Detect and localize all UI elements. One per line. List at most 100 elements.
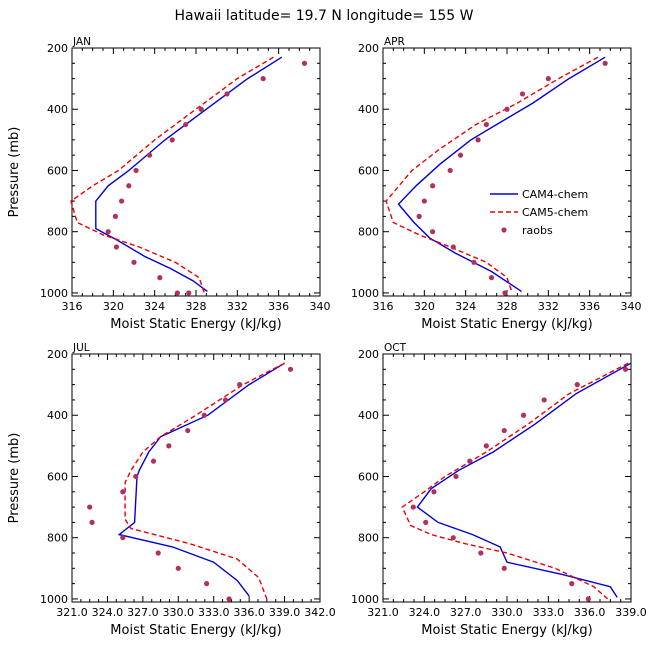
raobs-point: [155, 550, 161, 556]
raobs-point: [226, 596, 232, 602]
raobs-point: [453, 473, 459, 480]
y-tick-label: 400: [47, 103, 68, 116]
raobs-point: [520, 412, 527, 418]
x-axis-label: Moist Static Energy (kJ/kg): [421, 317, 592, 332]
x-tick-label: 321.0: [367, 606, 399, 619]
x-tick-label: 332: [538, 300, 559, 313]
cam4-chem-line: [117, 362, 285, 597]
raobs-point: [166, 443, 172, 449]
x-tick-label: 324.0: [409, 606, 441, 619]
panel-title: APR: [384, 36, 405, 48]
legend-label: raobs: [522, 224, 553, 237]
raobs-point: [504, 106, 510, 112]
raobs-point: [430, 229, 436, 235]
raobs-point: [183, 121, 189, 128]
raobs-point: [541, 397, 547, 403]
raobs-point: [133, 167, 139, 174]
y-tick-label: 600: [358, 470, 379, 483]
x-axis-label: Moist Static Energy (kJ/kg): [110, 317, 281, 332]
cam4-chem-line: [397, 56, 606, 292]
raobs-point: [87, 504, 93, 510]
raobs-point: [502, 290, 508, 296]
raobs-point: [237, 382, 243, 388]
x-tick-label: 327.0: [450, 606, 482, 619]
x-tick-label: 316: [62, 300, 83, 313]
plot-frame: [71, 353, 321, 603]
cam5-chem-line: [385, 56, 599, 294]
x-tick-label: 330.0: [163, 606, 195, 619]
raobs-point: [89, 519, 95, 525]
panels: JAN 316 320 324 328 332 336 340 200 400 600 800 1000…: [7, 36, 647, 638]
raobs-point: [169, 137, 175, 143]
raobs-point: [113, 244, 120, 250]
raobs-point: [287, 366, 294, 372]
figure-title: Hawaii latitude= 19.7 N longitude= 155 W: [175, 8, 474, 24]
raobs-point: [467, 458, 473, 464]
panel-title: JAN: [72, 36, 91, 48]
x-axis-label: Moist Static Energy (kJ/kg): [421, 623, 592, 638]
x-tick-label: 320: [103, 300, 124, 313]
raobs-point: [447, 167, 453, 174]
x-tick-label: 324.0: [92, 606, 124, 619]
raobs-point: [475, 137, 481, 143]
x-tick-label: 339.0: [269, 606, 301, 619]
raobs-point: [198, 106, 204, 112]
raobs-point: [421, 198, 427, 204]
raobs-point: [430, 183, 436, 189]
cam4-chem-line: [95, 56, 283, 292]
x-tick-label: 324: [455, 300, 476, 313]
panel-apr: APR 316 320 324 328 332 336 340 200 400 600 800 1000…: [351, 36, 642, 332]
raobs-point: [450, 244, 456, 250]
raobs-point: [146, 152, 153, 158]
legend-label: CAM5-chem: [522, 206, 588, 219]
cam4-chem-line: [416, 362, 632, 598]
x-tick-label: 340: [621, 300, 642, 313]
x-tick-label: 328: [497, 300, 518, 313]
raobs-point: [201, 412, 207, 418]
raobs-point: [569, 581, 575, 587]
x-tick-label: 316: [373, 300, 394, 313]
legend-label: CAM4-chem: [522, 188, 588, 201]
y-tick-label: 600: [47, 470, 68, 483]
y-tick-label: 400: [47, 409, 68, 422]
x-tick-label: 336: [268, 300, 289, 313]
raobs-point: [112, 213, 118, 219]
raobs-point: [410, 504, 416, 510]
y-tick-label: 600: [47, 164, 68, 177]
plot-frame: [382, 47, 632, 297]
legend-marker-raobs: [501, 227, 507, 233]
raobs-point: [574, 382, 580, 388]
raobs-point: [157, 275, 163, 281]
x-tick-label: 320: [414, 300, 435, 313]
y-tick-label: 200: [358, 348, 379, 361]
x-tick-label: 336.0: [233, 606, 265, 619]
panel-oct: OCT 321.0 324.0 327.0 330.0 333.0 336.0 339.0 20…: [351, 342, 647, 638]
raobs-point: [483, 443, 489, 449]
y-tick-label: 200: [47, 348, 68, 361]
raobs-point: [471, 259, 477, 265]
x-tick-label: 324: [144, 300, 165, 313]
raobs-point: [119, 198, 125, 204]
raobs-point: [602, 60, 608, 66]
y-tick-label: 800: [358, 532, 379, 545]
plot-frame: [382, 353, 632, 603]
legend: CAM4-chem CAM5-chem raobs: [490, 188, 588, 237]
raobs-point: [260, 76, 266, 82]
x-tick-label: 333.0: [533, 606, 565, 619]
plot-frame: [71, 47, 321, 297]
raobs-point: [478, 550, 484, 556]
raobs-point: [186, 290, 192, 296]
x-tick-label: 332: [227, 300, 248, 313]
y-tick-label: 200: [358, 42, 379, 55]
x-tick-label: 339.0: [615, 606, 647, 619]
x-tick-label: 330.0: [491, 606, 523, 619]
y-tick-label: 1000: [40, 593, 68, 606]
raobs-point: [423, 519, 429, 525]
raobs-point: [150, 458, 157, 464]
raobs-point: [105, 229, 111, 235]
x-tick-label: 327.0: [127, 606, 159, 619]
y-axis-label: Pressure (mb): [7, 433, 22, 524]
panel-jul: JUL 321.0 324.0 327.0 330.0 333.0 336.0 339.0 34…: [7, 342, 336, 638]
raobs-point: [301, 60, 308, 66]
panel-jan: JAN 316 320 324 328 332 336 340 200 400 600 800 1000…: [7, 36, 331, 332]
